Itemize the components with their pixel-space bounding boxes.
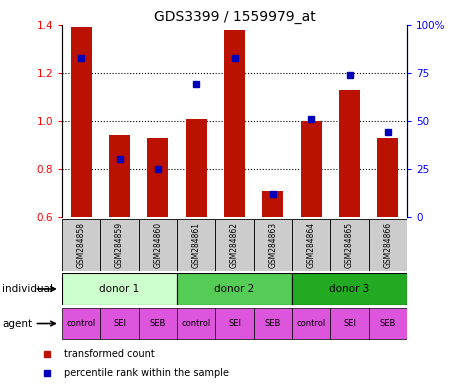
Text: GSM284861: GSM284861 (191, 222, 200, 268)
Text: donor 2: donor 2 (214, 284, 254, 294)
Bar (291, 219, 330, 271)
Bar (253, 308, 291, 339)
Text: GSM284858: GSM284858 (77, 222, 85, 268)
Bar (185, 119, 207, 217)
Bar (62, 273, 177, 305)
Title: GDS3399 / 1559979_at: GDS3399 / 1559979_at (153, 10, 315, 24)
Text: GSM284865: GSM284865 (344, 222, 353, 268)
Text: SEI: SEI (228, 319, 241, 328)
Text: GSM284866: GSM284866 (383, 222, 392, 268)
Bar (330, 308, 368, 339)
Text: individual: individual (2, 284, 53, 294)
Bar (338, 90, 359, 217)
Bar (215, 219, 253, 271)
Text: donor 3: donor 3 (329, 284, 369, 294)
Bar (262, 190, 283, 217)
Bar (62, 308, 100, 339)
Bar (139, 219, 177, 271)
Text: SEI: SEI (113, 319, 126, 328)
Bar (177, 219, 215, 271)
Bar (139, 308, 177, 339)
Bar (177, 308, 215, 339)
Text: transformed count: transformed count (64, 349, 154, 359)
Bar (109, 136, 130, 217)
Text: donor 1: donor 1 (99, 284, 140, 294)
Text: control: control (181, 319, 210, 328)
Text: GSM284860: GSM284860 (153, 222, 162, 268)
Bar (291, 308, 330, 339)
Text: control: control (67, 319, 95, 328)
Text: GSM284859: GSM284859 (115, 222, 124, 268)
Text: control: control (296, 319, 325, 328)
Bar (147, 138, 168, 217)
Bar (376, 138, 397, 217)
Bar (300, 121, 321, 217)
Text: SEI: SEI (342, 319, 355, 328)
Text: SEB: SEB (264, 319, 280, 328)
Bar (177, 273, 291, 305)
Bar (253, 219, 291, 271)
Bar (224, 30, 245, 217)
Text: SEB: SEB (379, 319, 395, 328)
Bar (291, 273, 406, 305)
Text: GSM284863: GSM284863 (268, 222, 277, 268)
Bar (368, 308, 406, 339)
Bar (62, 219, 100, 271)
Text: GSM284862: GSM284862 (230, 222, 239, 268)
Bar (215, 308, 253, 339)
Text: percentile rank within the sample: percentile rank within the sample (64, 368, 229, 379)
Bar (100, 308, 139, 339)
Text: GSM284864: GSM284864 (306, 222, 315, 268)
Bar (100, 219, 139, 271)
Bar (330, 219, 368, 271)
Bar (368, 219, 406, 271)
Bar (71, 27, 92, 217)
Text: agent: agent (2, 319, 32, 329)
Text: SEB: SEB (150, 319, 166, 328)
